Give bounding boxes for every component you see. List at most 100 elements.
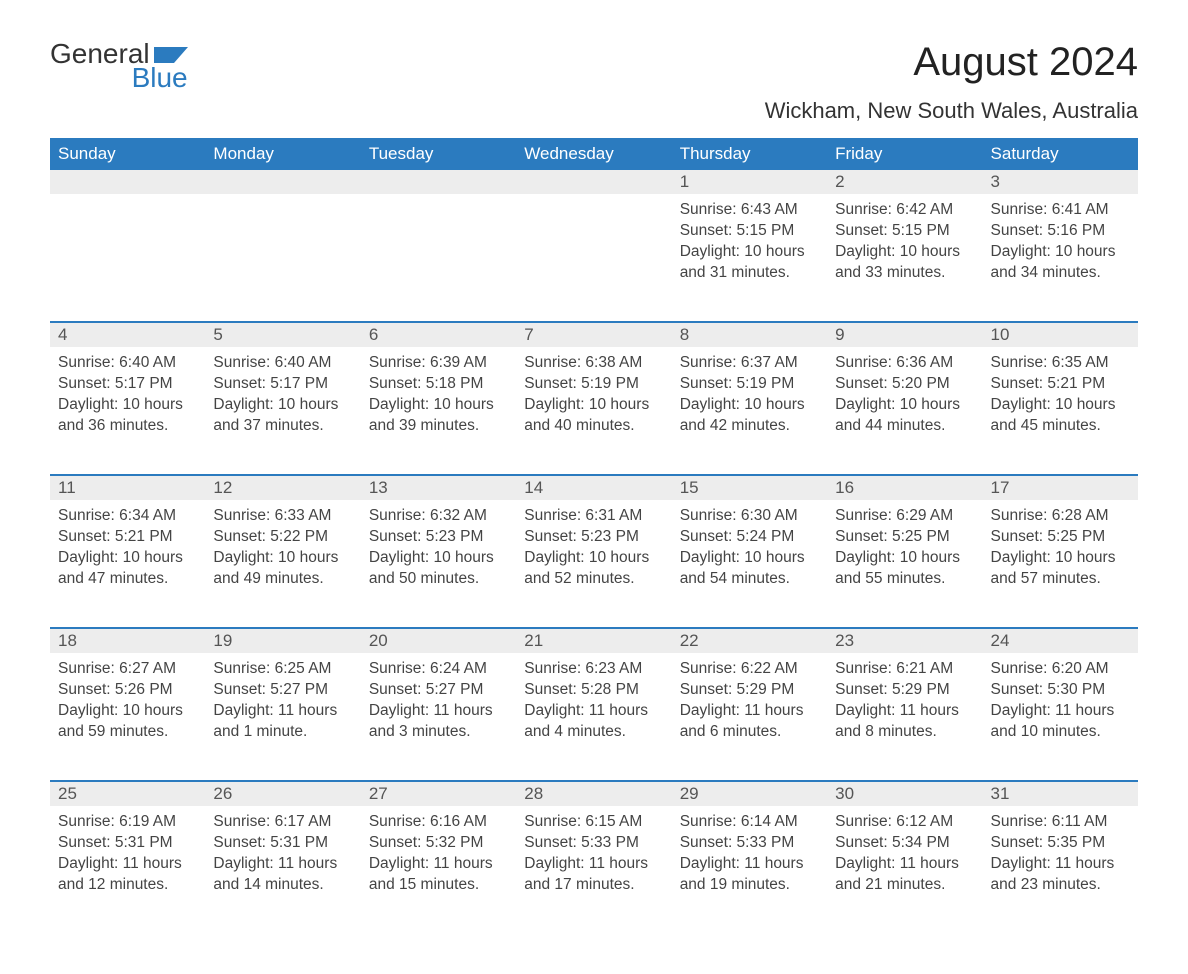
daylight-line: Daylight: 11 hours and 12 minutes. xyxy=(58,854,197,896)
sunset-line: Sunset: 5:31 PM xyxy=(213,833,352,854)
day-content-cell: Sunrise: 6:17 AMSunset: 5:31 PMDaylight:… xyxy=(205,806,360,934)
day-number-cell: 17 xyxy=(983,475,1138,500)
day-number-cell: 24 xyxy=(983,628,1138,653)
day-number-cell: 14 xyxy=(516,475,671,500)
day-number-cell: 31 xyxy=(983,781,1138,806)
day-content-cell: Sunrise: 6:41 AMSunset: 5:16 PMDaylight:… xyxy=(983,194,1138,322)
sunrise-line: Sunrise: 6:11 AM xyxy=(991,812,1130,833)
sunset-line: Sunset: 5:27 PM xyxy=(213,680,352,701)
day-content-cell: Sunrise: 6:22 AMSunset: 5:29 PMDaylight:… xyxy=(672,653,827,781)
sunset-line: Sunset: 5:29 PM xyxy=(680,680,819,701)
sunrise-line: Sunrise: 6:17 AM xyxy=(213,812,352,833)
daylight-line: Daylight: 10 hours and 49 minutes. xyxy=(213,548,352,590)
sunrise-line: Sunrise: 6:23 AM xyxy=(524,659,663,680)
daylight-line: Daylight: 10 hours and 45 minutes. xyxy=(991,395,1130,437)
day-content-cell: Sunrise: 6:16 AMSunset: 5:32 PMDaylight:… xyxy=(361,806,516,934)
day-content-cell: Sunrise: 6:32 AMSunset: 5:23 PMDaylight:… xyxy=(361,500,516,628)
daylight-line: Daylight: 11 hours and 1 minute. xyxy=(213,701,352,743)
sunrise-line: Sunrise: 6:21 AM xyxy=(835,659,974,680)
daylight-line: Daylight: 10 hours and 39 minutes. xyxy=(369,395,508,437)
daylight-line: Daylight: 11 hours and 23 minutes. xyxy=(991,854,1130,896)
daylight-line: Daylight: 10 hours and 47 minutes. xyxy=(58,548,197,590)
day-number-cell: 30 xyxy=(827,781,982,806)
sunset-line: Sunset: 5:26 PM xyxy=(58,680,197,701)
sunset-line: Sunset: 5:27 PM xyxy=(369,680,508,701)
day-number-cell: 21 xyxy=(516,628,671,653)
daylight-line: Daylight: 10 hours and 50 minutes. xyxy=(369,548,508,590)
weekday-header: Wednesday xyxy=(516,138,671,170)
daylight-line: Daylight: 10 hours and 52 minutes. xyxy=(524,548,663,590)
weekday-header: Saturday xyxy=(983,138,1138,170)
day-number-cell: 15 xyxy=(672,475,827,500)
sunrise-line: Sunrise: 6:40 AM xyxy=(213,353,352,374)
day-number-cell: 22 xyxy=(672,628,827,653)
sunset-line: Sunset: 5:23 PM xyxy=(524,527,663,548)
sunset-line: Sunset: 5:25 PM xyxy=(991,527,1130,548)
sunset-line: Sunset: 5:15 PM xyxy=(835,221,974,242)
daylight-line: Daylight: 10 hours and 44 minutes. xyxy=(835,395,974,437)
day-number-cell: 18 xyxy=(50,628,205,653)
day-content-row: Sunrise: 6:40 AMSunset: 5:17 PMDaylight:… xyxy=(50,347,1138,475)
sunset-line: Sunset: 5:35 PM xyxy=(991,833,1130,854)
daylight-line: Daylight: 11 hours and 6 minutes. xyxy=(680,701,819,743)
page-subtitle: Wickham, New South Wales, Australia xyxy=(50,98,1138,124)
day-content-cell: Sunrise: 6:28 AMSunset: 5:25 PMDaylight:… xyxy=(983,500,1138,628)
day-content-cell: Sunrise: 6:31 AMSunset: 5:23 PMDaylight:… xyxy=(516,500,671,628)
day-number-row: 123 xyxy=(50,170,1138,194)
daylight-line: Daylight: 10 hours and 31 minutes. xyxy=(680,242,819,284)
day-number-cell: 16 xyxy=(827,475,982,500)
sunrise-line: Sunrise: 6:29 AM xyxy=(835,506,974,527)
day-content-cell: Sunrise: 6:37 AMSunset: 5:19 PMDaylight:… xyxy=(672,347,827,475)
daylight-line: Daylight: 10 hours and 59 minutes. xyxy=(58,701,197,743)
day-number-row: 11121314151617 xyxy=(50,475,1138,500)
day-content-cell: Sunrise: 6:24 AMSunset: 5:27 PMDaylight:… xyxy=(361,653,516,781)
day-content-row: Sunrise: 6:34 AMSunset: 5:21 PMDaylight:… xyxy=(50,500,1138,628)
sunset-line: Sunset: 5:23 PM xyxy=(369,527,508,548)
day-number-cell: 8 xyxy=(672,322,827,347)
sunset-line: Sunset: 5:20 PM xyxy=(835,374,974,395)
day-content-cell: Sunrise: 6:29 AMSunset: 5:25 PMDaylight:… xyxy=(827,500,982,628)
day-number-cell: 29 xyxy=(672,781,827,806)
day-content-row: Sunrise: 6:19 AMSunset: 5:31 PMDaylight:… xyxy=(50,806,1138,934)
brand-logo: General Blue xyxy=(50,40,188,92)
sunrise-line: Sunrise: 6:40 AM xyxy=(58,353,197,374)
sunrise-line: Sunrise: 6:19 AM xyxy=(58,812,197,833)
day-content-cell xyxy=(50,194,205,322)
sunrise-line: Sunrise: 6:27 AM xyxy=(58,659,197,680)
sunrise-line: Sunrise: 6:15 AM xyxy=(524,812,663,833)
day-content-cell: Sunrise: 6:33 AMSunset: 5:22 PMDaylight:… xyxy=(205,500,360,628)
day-number-cell: 28 xyxy=(516,781,671,806)
daylight-line: Daylight: 10 hours and 54 minutes. xyxy=(680,548,819,590)
sunset-line: Sunset: 5:15 PM xyxy=(680,221,819,242)
sunrise-line: Sunrise: 6:12 AM xyxy=(835,812,974,833)
sunrise-line: Sunrise: 6:33 AM xyxy=(213,506,352,527)
day-content-cell: Sunrise: 6:38 AMSunset: 5:19 PMDaylight:… xyxy=(516,347,671,475)
daylight-line: Daylight: 10 hours and 42 minutes. xyxy=(680,395,819,437)
weekday-header: Thursday xyxy=(672,138,827,170)
sunset-line: Sunset: 5:29 PM xyxy=(835,680,974,701)
daylight-line: Daylight: 11 hours and 14 minutes. xyxy=(213,854,352,896)
day-number-cell: 6 xyxy=(361,322,516,347)
weekday-header: Tuesday xyxy=(361,138,516,170)
day-content-cell: Sunrise: 6:21 AMSunset: 5:29 PMDaylight:… xyxy=(827,653,982,781)
sunrise-line: Sunrise: 6:20 AM xyxy=(991,659,1130,680)
page-title: August 2024 xyxy=(913,40,1138,85)
sunset-line: Sunset: 5:16 PM xyxy=(991,221,1130,242)
day-content-cell: Sunrise: 6:23 AMSunset: 5:28 PMDaylight:… xyxy=(516,653,671,781)
sunset-line: Sunset: 5:19 PM xyxy=(524,374,663,395)
daylight-line: Daylight: 10 hours and 57 minutes. xyxy=(991,548,1130,590)
day-number-cell: 2 xyxy=(827,170,982,194)
day-content-cell: Sunrise: 6:40 AMSunset: 5:17 PMDaylight:… xyxy=(205,347,360,475)
day-number-cell: 11 xyxy=(50,475,205,500)
sunset-line: Sunset: 5:34 PM xyxy=(835,833,974,854)
day-number-row: 45678910 xyxy=(50,322,1138,347)
day-number-cell: 7 xyxy=(516,322,671,347)
sunrise-line: Sunrise: 6:31 AM xyxy=(524,506,663,527)
daylight-line: Daylight: 10 hours and 34 minutes. xyxy=(991,242,1130,284)
daylight-line: Daylight: 10 hours and 55 minutes. xyxy=(835,548,974,590)
sunset-line: Sunset: 5:31 PM xyxy=(58,833,197,854)
day-number-cell: 9 xyxy=(827,322,982,347)
day-number-cell: 5 xyxy=(205,322,360,347)
logo-text-blue: Blue xyxy=(74,64,188,92)
sunrise-line: Sunrise: 6:32 AM xyxy=(369,506,508,527)
